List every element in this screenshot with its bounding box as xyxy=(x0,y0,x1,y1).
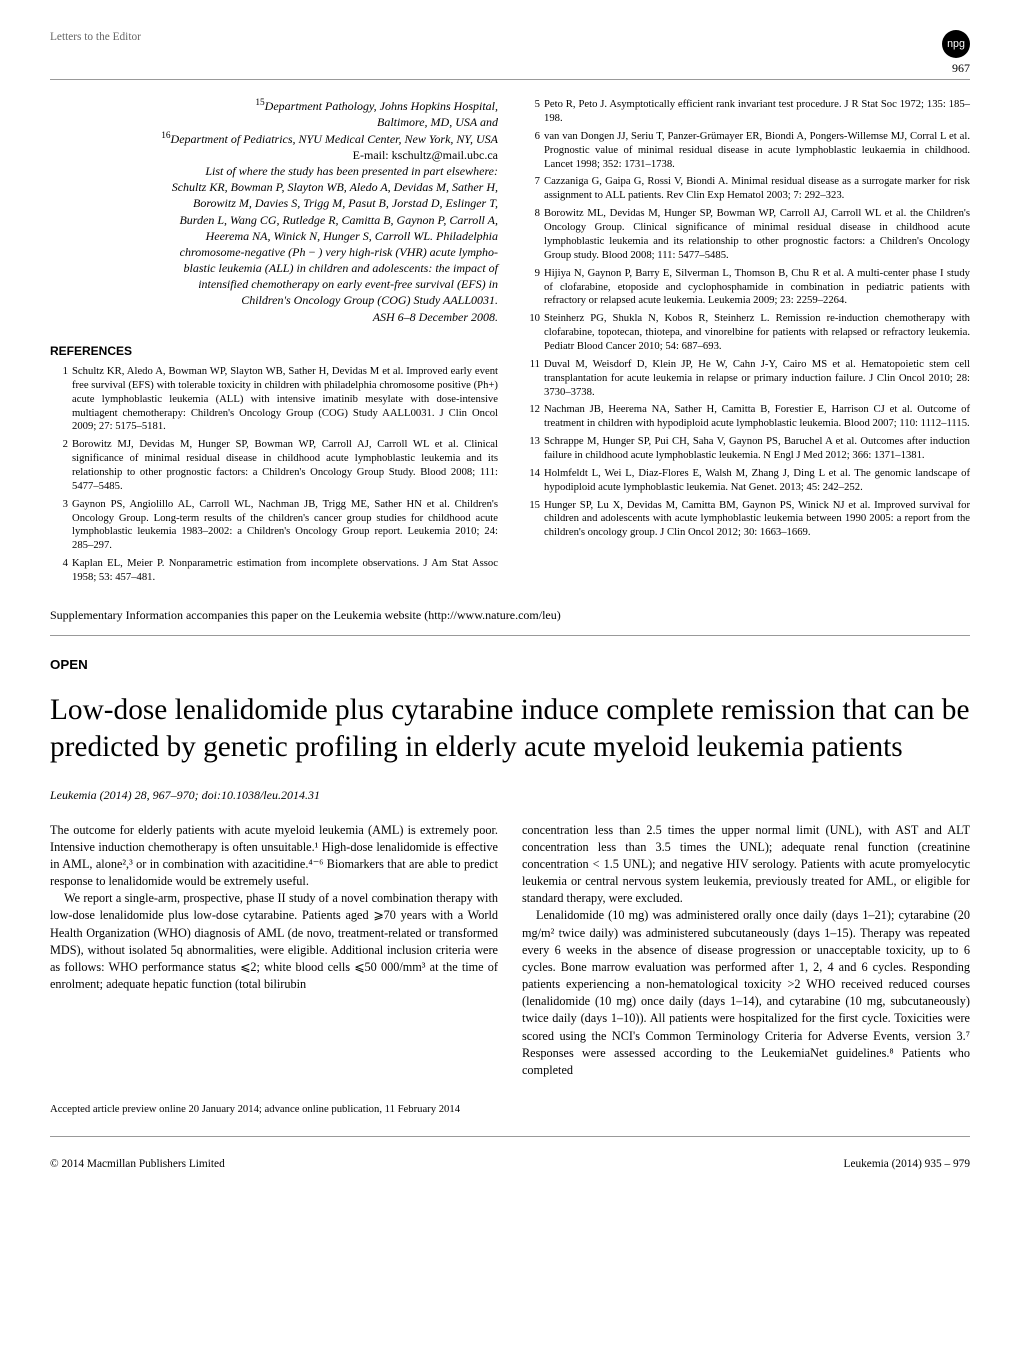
affil-authors6: blastic leukemia (ALL) in children and a… xyxy=(184,261,499,275)
affil-authors2: Borowitz M, Davies S, Trigg M, Pasut B, … xyxy=(193,196,498,210)
section-title: Letters to the Editor xyxy=(50,30,141,45)
ref-item: Peto R, Peto J. Asymptotically efficient… xyxy=(534,98,970,126)
journal-pages: Leukemia (2014) 935 – 979 xyxy=(844,1157,970,1172)
right-column: Peto R, Peto J. Asymptotically efficient… xyxy=(522,98,970,589)
body-para: We report a single-arm, prospective, pha… xyxy=(50,890,498,993)
body-right-column: concentration less than 2.5 times the up… xyxy=(522,822,970,1080)
running-header: Letters to the Editor npg 967 xyxy=(50,30,970,80)
page-footer: © 2014 Macmillan Publishers Limited Leuk… xyxy=(50,1157,970,1172)
body-para: Lenalidomide (10 mg) was administered or… xyxy=(522,907,970,1079)
references-list-left: Schultz KR, Aledo A, Bowman WP, Slayton … xyxy=(50,365,498,585)
ref-item: Hunger SP, Lu X, Devidas M, Camitta BM, … xyxy=(534,499,970,541)
ref-item: Gaynon PS, Angiolillo AL, Carroll WL, Na… xyxy=(62,498,498,553)
affil-authors8: Children's Oncology Group (COG) Study AA… xyxy=(241,293,498,307)
body-para: The outcome for elderly patients with ac… xyxy=(50,822,498,891)
references-list-right: Peto R, Peto J. Asymptotically efficient… xyxy=(522,98,970,540)
header-right: npg 967 xyxy=(942,30,970,76)
affil-line1: Department Pathology, Johns Hopkins Hosp… xyxy=(265,99,498,113)
affil-authors5: chromosome-negative (Ph − ) very high-ri… xyxy=(180,245,498,259)
ref-item: Steinherz PG, Shukla N, Kobos R, Steinhe… xyxy=(534,312,970,354)
affil-presented: List of where the study has been present… xyxy=(205,164,498,178)
npg-badge-icon: npg xyxy=(942,30,970,58)
affil-line3: Department of Pediatrics, NYU Medical Ce… xyxy=(171,132,498,146)
supplementary-note: Supplementary Information accompanies th… xyxy=(50,607,970,623)
ref-item: Holmfeldt L, Wei L, Diaz-Flores E, Walsh… xyxy=(534,467,970,495)
affil-authors4: Heerema NA, Winick N, Hunger S, Carroll … xyxy=(206,229,498,243)
affil-sup-15: 15 xyxy=(255,98,264,108)
left-column: 15Department Pathology, Johns Hopkins Ho… xyxy=(50,98,498,589)
ref-item: Borowitz MJ, Devidas M, Hunger SP, Bowma… xyxy=(62,438,498,493)
copyright: © 2014 Macmillan Publishers Limited xyxy=(50,1157,225,1172)
ref-item: Cazzaniga G, Gaipa G, Rossi V, Biondi A.… xyxy=(534,175,970,203)
ref-item: Nachman JB, Heerema NA, Sather H, Camitt… xyxy=(534,403,970,431)
page-number: 967 xyxy=(942,60,970,76)
affil-authors9: ASH 6–8 December 2008. xyxy=(373,310,498,324)
ref-item: van van Dongen JJ, Seriu T, Panzer-Grüma… xyxy=(534,130,970,172)
ref-item: Schrappe M, Hunger SP, Pui CH, Saha V, G… xyxy=(534,435,970,463)
accepted-line: Accepted article preview online 20 Janua… xyxy=(50,1103,970,1117)
affil-authors3: Burden L, Wang CG, Rutledge R, Camitta B… xyxy=(179,213,498,227)
divider xyxy=(50,635,970,636)
references-region: 15Department Pathology, Johns Hopkins Ho… xyxy=(50,98,970,589)
references-heading: REFERENCES xyxy=(50,343,498,359)
affil-authors1: Schultz KR, Bowman P, Slayton WB, Aledo … xyxy=(172,180,498,194)
affiliations-block: 15Department Pathology, Johns Hopkins Ho… xyxy=(50,98,498,325)
affil-sup-16: 16 xyxy=(161,131,170,141)
open-label: OPEN xyxy=(50,656,970,674)
ref-item: Hijiya N, Gaynon P, Barry E, Silverman L… xyxy=(534,267,970,309)
ref-item: Duval M, Weisdorf D, Klein JP, He W, Cah… xyxy=(534,358,970,400)
article-title: Low-dose lenalidomide plus cytarabine in… xyxy=(50,692,970,765)
ref-item: Kaplan EL, Meier P. Nonparametric estima… xyxy=(62,557,498,585)
affil-line2: Baltimore, MD, USA and xyxy=(377,115,498,129)
affil-authors7: intensified chemotherapy on early event-… xyxy=(198,277,498,291)
article-body: The outcome for elderly patients with ac… xyxy=(50,822,970,1080)
body-left-column: The outcome for elderly patients with ac… xyxy=(50,822,498,1080)
ref-item: Borowitz ML, Devidas M, Hunger SP, Bowma… xyxy=(534,207,970,262)
citation-line: Leukemia (2014) 28, 967–970; doi:10.1038… xyxy=(50,787,970,803)
ref-item: Schultz KR, Aledo A, Bowman WP, Slayton … xyxy=(62,365,498,434)
affil-email: E-mail: kschultz@mail.ubc.ca xyxy=(353,148,498,162)
body-para: concentration less than 2.5 times the up… xyxy=(522,822,970,908)
footer-divider xyxy=(50,1136,970,1137)
